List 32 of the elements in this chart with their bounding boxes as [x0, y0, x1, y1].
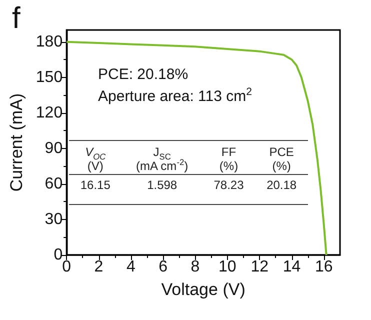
x-tick-label: 2	[94, 258, 104, 276]
annotation: Aperture area: 113 cm$^{2}$	[98, 86, 252, 105]
annotation: 1.598	[146, 176, 178, 194]
annotation: PCE	[268, 144, 295, 159]
text: f	[12, 2, 20, 35]
annotation: PCE: 20.18%	[98, 66, 188, 83]
x-tick-label: 10	[218, 258, 236, 276]
y-tick-label: 60	[44, 175, 63, 192]
annotation: 78.23	[212, 176, 245, 194]
y-tick-label: 30	[44, 210, 63, 228]
x-axis-title: Voltage (V)	[161, 280, 246, 299]
x-tick-label: 6	[158, 258, 168, 276]
annotation: (%)	[271, 158, 292, 175]
annotation: 20.18	[266, 176, 298, 194]
annotation: FF	[220, 144, 238, 159]
y-tick-label: 90	[44, 140, 63, 157]
x-tick-label: 16	[315, 258, 333, 276]
annotation: V$_{OC}$	[84, 144, 107, 162]
y-tick-label: 150	[36, 68, 63, 86]
annotation: (V)	[86, 158, 104, 175]
y-tick-label: 120	[36, 104, 63, 122]
x-tick-label: 14	[282, 258, 301, 276]
line-series	[66, 40, 328, 256]
y-axis-title: Current (mA)	[7, 93, 26, 192]
annotation: J$_{SC}$	[153, 144, 171, 162]
x-tick-label: 8	[190, 258, 200, 276]
y-tick-label: 180	[36, 33, 63, 50]
annotation: 16.15	[79, 176, 112, 194]
annotation: (%)	[218, 158, 240, 175]
x-tick-label: 4	[126, 258, 136, 276]
x-tick-label: 12	[250, 258, 269, 276]
y-tick-label: 0	[54, 246, 63, 264]
